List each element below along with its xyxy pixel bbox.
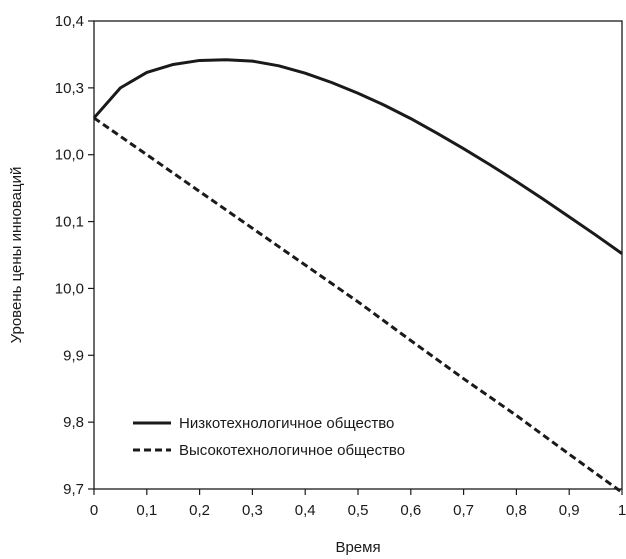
x-tick-label: 0,9 xyxy=(559,502,580,519)
legend-label: Низкотехнологичное общество xyxy=(179,415,394,432)
x-tick-label: 0,4 xyxy=(295,502,316,519)
y-axis-title: Уровень цены инноваций xyxy=(8,167,25,344)
y-tick-label: 9,7 xyxy=(63,481,84,498)
y-tick-label: 9,9 xyxy=(63,347,84,364)
y-axis: 9,7 9,8 9,9 10,0 10,1 10,0 10,3 10,4 xyxy=(55,13,94,498)
x-tick-label: 0 xyxy=(90,502,98,519)
x-tick-label: 1 xyxy=(618,502,626,519)
y-tick-label: 10,3 xyxy=(55,80,84,97)
y-tick-label: 10,0 xyxy=(55,280,84,297)
x-tick-label: 0,2 xyxy=(189,502,210,519)
x-tick-label: 0,1 xyxy=(136,502,157,519)
x-tick-label: 0,6 xyxy=(400,502,421,519)
y-tick-label: 10,1 xyxy=(55,214,84,231)
x-axis: 0 0,1 0,2 0,3 0,4 0,5 0,6 0,7 0,8 0,9 1 xyxy=(90,489,626,519)
x-tick-label: 0,3 xyxy=(242,502,263,519)
y-tick-label: 10,0 xyxy=(55,147,84,164)
x-tick-label: 0,7 xyxy=(453,502,474,519)
x-tick-label: 0,8 xyxy=(506,502,527,519)
series-line-low-tech xyxy=(92,58,623,255)
y-tick-label: 10,4 xyxy=(55,13,84,30)
y-tick-label: 9,8 xyxy=(63,414,84,431)
series-line-high-tech xyxy=(93,116,623,494)
legend: Низкотехнологичное общество Высокотехноло… xyxy=(133,415,405,459)
x-tick-label: 0,5 xyxy=(348,502,369,519)
series-group xyxy=(92,58,623,494)
x-axis-title: Время xyxy=(335,539,380,556)
legend-label: Высокотехнологичное общество xyxy=(179,442,405,459)
